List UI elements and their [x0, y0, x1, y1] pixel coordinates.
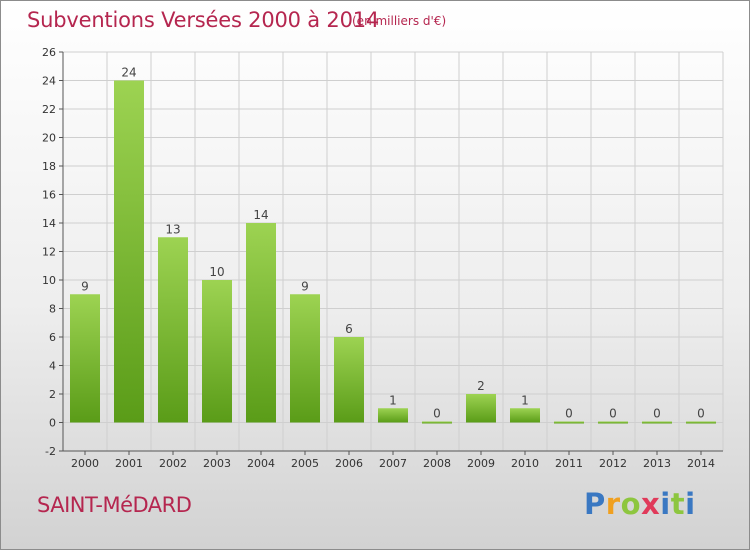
x-tick-label: 2008 [423, 457, 451, 470]
y-tick-label: 10 [42, 274, 56, 287]
y-tick-label: 8 [49, 303, 56, 316]
data-label: 0 [609, 407, 617, 421]
data-label: 9 [301, 279, 309, 293]
data-label: 0 [565, 407, 573, 421]
bar-2007 [378, 408, 408, 423]
bar-2005 [290, 294, 320, 423]
bar-2014 [686, 421, 716, 424]
x-tick-label: 2011 [555, 457, 583, 470]
y-tick-label: 20 [42, 132, 56, 145]
chart-subtitle: (en milliers d'€) [352, 14, 447, 28]
brand-logo: Proxiti [584, 487, 696, 521]
bar-2003 [202, 280, 232, 423]
x-tick-label: 2006 [335, 457, 363, 470]
x-tick-label: 2007 [379, 457, 407, 470]
y-tick-label: -2 [45, 445, 56, 458]
y-tick-label: 4 [49, 360, 56, 373]
y-tick-label: 6 [49, 331, 56, 344]
x-tick-label: 2010 [511, 457, 539, 470]
commune-name: SAINT-MéDARD [37, 493, 192, 517]
x-tick-label: 2013 [643, 457, 671, 470]
x-tick-label: 2000 [71, 457, 99, 470]
data-label: 0 [433, 407, 441, 421]
y-tick-label: 22 [42, 103, 56, 116]
x-tick-label: 2009 [467, 457, 495, 470]
bars [70, 80, 716, 424]
y-tick-label: 24 [42, 75, 56, 88]
data-label: 9 [81, 279, 89, 293]
bar-2009 [466, 394, 496, 423]
bar-2012 [598, 421, 628, 424]
data-label: 24 [121, 66, 136, 80]
data-label: 0 [653, 407, 661, 421]
y-tick-label: 2 [49, 388, 56, 401]
x-tick-label: 2003 [203, 457, 231, 470]
data-label: 14 [253, 208, 268, 222]
data-label: 0 [697, 407, 705, 421]
bar-2011 [554, 421, 584, 424]
bar-2001 [114, 80, 144, 423]
data-label: 1 [521, 393, 529, 407]
y-tick-label: 26 [42, 46, 56, 59]
x-tick-label: 2012 [599, 457, 627, 470]
bar-2002 [158, 237, 188, 423]
data-label: 10 [209, 265, 224, 279]
bar-2008 [422, 421, 452, 424]
y-tick-label: 18 [42, 160, 56, 173]
x-tick-label: 2004 [247, 457, 275, 470]
x-tick-label: 2005 [291, 457, 319, 470]
bar-2006 [334, 337, 364, 423]
labels: -202468101214161820222426920002420011320… [42, 46, 715, 470]
data-label: 6 [345, 322, 353, 336]
y-tick-label: 12 [42, 246, 56, 259]
x-tick-label: 2014 [687, 457, 715, 470]
x-tick-label: 2002 [159, 457, 187, 470]
bar-2004 [246, 223, 276, 423]
data-label: 1 [389, 393, 397, 407]
y-tick-label: 16 [42, 189, 56, 202]
axes [59, 51, 723, 455]
x-tick-label: 2001 [115, 457, 143, 470]
data-label: 2 [477, 379, 485, 393]
y-tick-label: 0 [49, 417, 56, 430]
chart-title: Subventions Versées 2000 à 2014 [27, 8, 380, 32]
bar-2010 [510, 408, 540, 423]
bar-2013 [642, 421, 672, 424]
y-tick-label: 14 [42, 217, 56, 230]
data-label: 13 [165, 222, 180, 236]
bar-2000 [70, 294, 100, 423]
